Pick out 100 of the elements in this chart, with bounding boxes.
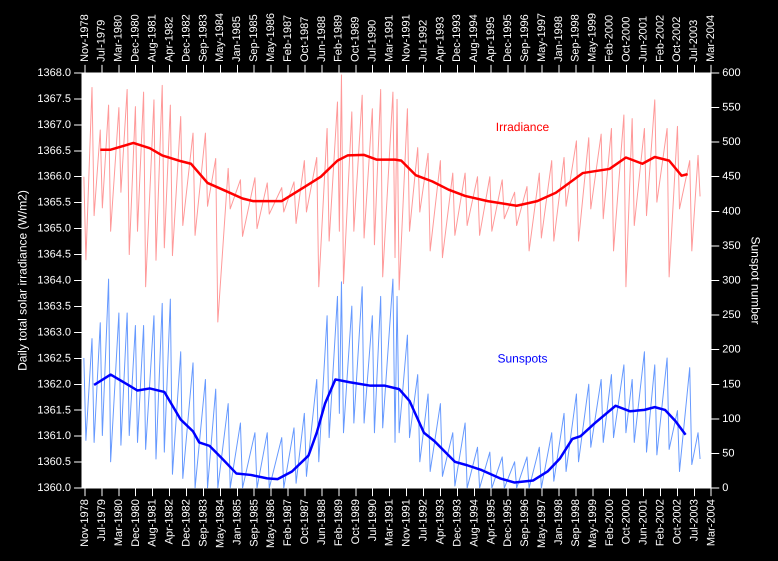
x2-tick-label: Sep-1998 bbox=[570, 14, 582, 62]
x2-tick-label: Jan-1998 bbox=[552, 16, 565, 62]
y2-axis-title: Sunspot number bbox=[748, 236, 762, 325]
x-tick-label: Jul-1990 bbox=[366, 499, 379, 542]
x-tick-label: Jul-1992 bbox=[418, 499, 430, 542]
x-tick-label: Jun-1988 bbox=[316, 499, 328, 545]
x2-tick-label: Dec-1993 bbox=[451, 14, 464, 62]
x2-tick-label: Apr-1995 bbox=[485, 16, 498, 62]
y-tick-label: 1364.0 bbox=[37, 274, 72, 287]
x2-tick-label: Mar-1991 bbox=[384, 14, 396, 62]
x2-tick-label: May-1984 bbox=[214, 12, 226, 62]
y2-tick-label: 50 bbox=[722, 448, 734, 460]
x-tick-label: May-1984 bbox=[214, 499, 226, 548]
x-tick-label: Jan-1985 bbox=[231, 499, 244, 545]
x2-tick-label: Oct-2002 bbox=[671, 16, 684, 62]
x2-tick-label: May-1997 bbox=[536, 12, 548, 62]
x-tick-label: Nov-1978 bbox=[78, 499, 91, 547]
y2-tick-label: 350 bbox=[722, 240, 741, 252]
x-tick-label: May-1986 bbox=[265, 499, 278, 548]
text: Sunspots bbox=[497, 352, 548, 366]
x2-tick-label: Dec-1982 bbox=[180, 14, 192, 62]
x2-tick-label: Jul-1992 bbox=[417, 20, 430, 62]
x-tick-label: Sep-1996 bbox=[519, 499, 532, 547]
x-tick-label: Oct-2000 bbox=[620, 499, 633, 544]
x-tick-label: Jun-2001 bbox=[638, 499, 650, 545]
x-tick-label: May-1999 bbox=[586, 499, 599, 548]
x2-tick-label: Jun-2001 bbox=[637, 16, 650, 62]
y2-tick-label: 200 bbox=[722, 344, 741, 356]
y-tick-label: 1367.0 bbox=[37, 118, 72, 131]
x2-tick-label: Jun-1988 bbox=[316, 16, 328, 62]
y-tick-label: 1365.0 bbox=[37, 222, 72, 235]
x2-tick-label: Dec-1980 bbox=[130, 14, 142, 62]
y-tick-label: 1362.5 bbox=[37, 352, 72, 364]
y2-tick-label: 600 bbox=[722, 66, 741, 79]
x-tick-label: Feb-1987 bbox=[282, 499, 294, 546]
y-tick-label: 1361.5 bbox=[37, 404, 72, 416]
x-tick-label: Feb-1989 bbox=[332, 499, 345, 546]
x-tick-label: Mar-1991 bbox=[384, 499, 396, 546]
x-tick-label: Dec-1980 bbox=[130, 499, 142, 547]
y-tick-label: 1363.5 bbox=[37, 300, 72, 312]
x-tick-label: Dec-1995 bbox=[502, 499, 514, 547]
x2-tick-label: Jan-1985 bbox=[231, 16, 244, 62]
x2-tick-label: Aug-1994 bbox=[468, 14, 480, 62]
y-tick-label: 1360.0 bbox=[37, 482, 72, 494]
y-tick-label: 1363.0 bbox=[37, 326, 72, 338]
y2-tick-label: 300 bbox=[722, 274, 741, 287]
y-tick-label: 1362.0 bbox=[37, 378, 72, 390]
x-tick-label: Sep-1998 bbox=[570, 499, 582, 547]
x-tick-label: Mar-2004 bbox=[705, 499, 718, 546]
x-tick-label: Aug-1981 bbox=[146, 499, 159, 547]
y2-tick-label: 250 bbox=[722, 309, 741, 322]
x2-tick-label: Jul-2003 bbox=[688, 20, 700, 62]
x-tick-label: Feb-2000 bbox=[604, 499, 616, 546]
text: Irradiance bbox=[496, 120, 550, 134]
x2-tick-label: Oct-2000 bbox=[620, 16, 633, 62]
x-tick-label: Oct-2002 bbox=[671, 499, 684, 544]
y2-tick-label: 150 bbox=[722, 378, 741, 390]
x2-tick-label: Feb-2000 bbox=[604, 14, 616, 62]
x2-tick-label: Apr-1993 bbox=[434, 16, 446, 62]
y2-tick-label: 100 bbox=[722, 412, 741, 425]
x-tick-label: Dec-1993 bbox=[451, 499, 464, 547]
y2-tick-label: 0 bbox=[722, 482, 728, 494]
x-tick-label: Feb-2002 bbox=[654, 499, 667, 546]
x-tick-label: Oct-1987 bbox=[299, 499, 312, 544]
x-tick-label: May-1997 bbox=[536, 499, 548, 548]
x2-tick-label: Jul-1990 bbox=[366, 20, 379, 62]
x2-tick-label: Dec-1995 bbox=[502, 14, 514, 62]
x2-tick-label: Mar-1980 bbox=[112, 14, 125, 62]
y2-tick-label: 400 bbox=[722, 205, 741, 218]
x-tick-label: Aug-1994 bbox=[468, 499, 480, 547]
x2-tick-label: Mar-2004 bbox=[705, 14, 718, 62]
x-tick-label: Oct-1989 bbox=[350, 499, 362, 544]
x-tick-label: Mar-1980 bbox=[112, 499, 125, 546]
x-tick-label: Nov-1991 bbox=[400, 499, 413, 547]
x2-tick-label: Aug-1981 bbox=[146, 14, 158, 62]
x2-tick-label: Oct-1987 bbox=[298, 16, 311, 62]
x2-tick-label: Sep-1985 bbox=[248, 14, 260, 62]
x-tick-label: Jul-1979 bbox=[96, 499, 108, 542]
x-tick-label: Apr-1995 bbox=[485, 499, 498, 544]
x2-tick-label: Sep-1983 bbox=[197, 14, 210, 62]
x2-tick-label: Feb-2002 bbox=[654, 14, 666, 62]
y2-tick-label: 500 bbox=[722, 136, 741, 148]
y2-tick-label: 550 bbox=[722, 102, 741, 114]
x-tick-label: Jan-1998 bbox=[552, 499, 565, 545]
x2-tick-label: Feb-1987 bbox=[282, 14, 294, 62]
x2-tick-label: May-1999 bbox=[586, 12, 599, 62]
y-tick-label: 1361.0 bbox=[37, 430, 72, 442]
y2-tick-label: 450 bbox=[722, 170, 741, 183]
x-tick-label: Apr-1982 bbox=[164, 499, 176, 544]
y-tick-label: 1366.0 bbox=[37, 170, 72, 183]
y-tick-label: 1360.5 bbox=[37, 456, 72, 468]
y-tick-label: 1364.5 bbox=[37, 248, 72, 261]
y-tick-label: 1367.5 bbox=[37, 92, 72, 105]
x-tick-label: Jul-2003 bbox=[688, 499, 700, 542]
x-tick-label: Dec-1982 bbox=[180, 499, 193, 547]
x2-tick-label: Apr-1982 bbox=[163, 16, 176, 62]
y-tick-label: 1365.5 bbox=[37, 196, 72, 209]
x-tick-label: Sep-1983 bbox=[197, 499, 210, 547]
x2-tick-label: Nov-1991 bbox=[400, 14, 412, 62]
y-tick-label: 1366.5 bbox=[37, 144, 72, 157]
